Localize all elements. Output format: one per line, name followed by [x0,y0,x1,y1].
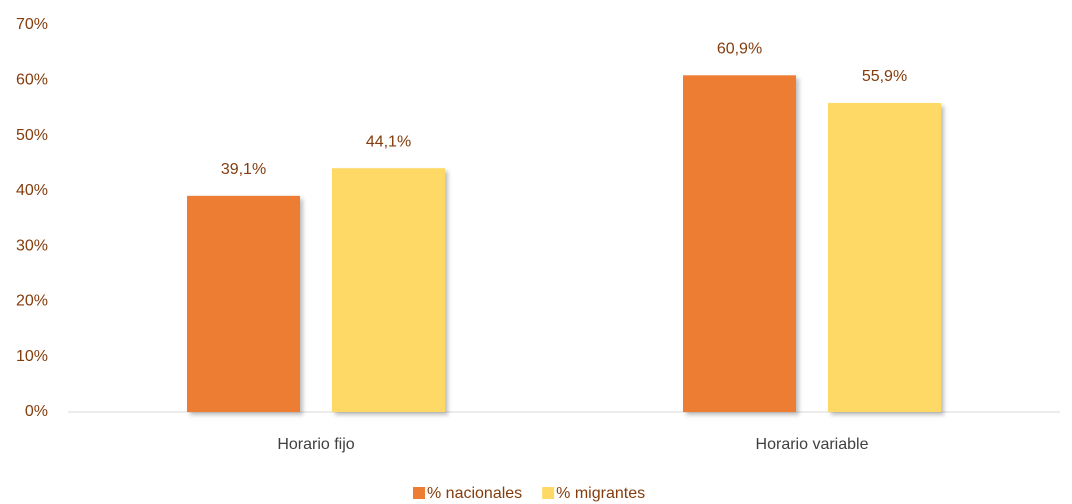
legend-label: % nacionales [427,485,522,502]
value-label: 44,1% [366,133,411,150]
y-tick-label: 0% [25,403,48,420]
legend-label: % migrantes [556,485,645,502]
bar [828,102,941,413]
legend-swatch [542,487,555,499]
y-tick-label: 60% [16,72,48,89]
value-label: 55,9% [862,68,907,85]
y-tick-label: 40% [16,182,48,199]
y-tick-label: 20% [16,293,48,310]
value-label: 39,1% [221,161,266,178]
bar [332,168,445,412]
y-tick-label: 70% [16,16,48,33]
y-tick-label: 10% [16,348,48,365]
value-label: 60,9% [717,41,762,58]
x-tick-label: Horario variable [756,436,869,453]
x-tick-label: Horario fijo [277,436,354,453]
bar [683,75,796,412]
legend-swatch [413,487,425,499]
y-tick-label: 30% [16,237,48,254]
y-tick-label: 50% [16,127,48,144]
bar [187,195,300,412]
